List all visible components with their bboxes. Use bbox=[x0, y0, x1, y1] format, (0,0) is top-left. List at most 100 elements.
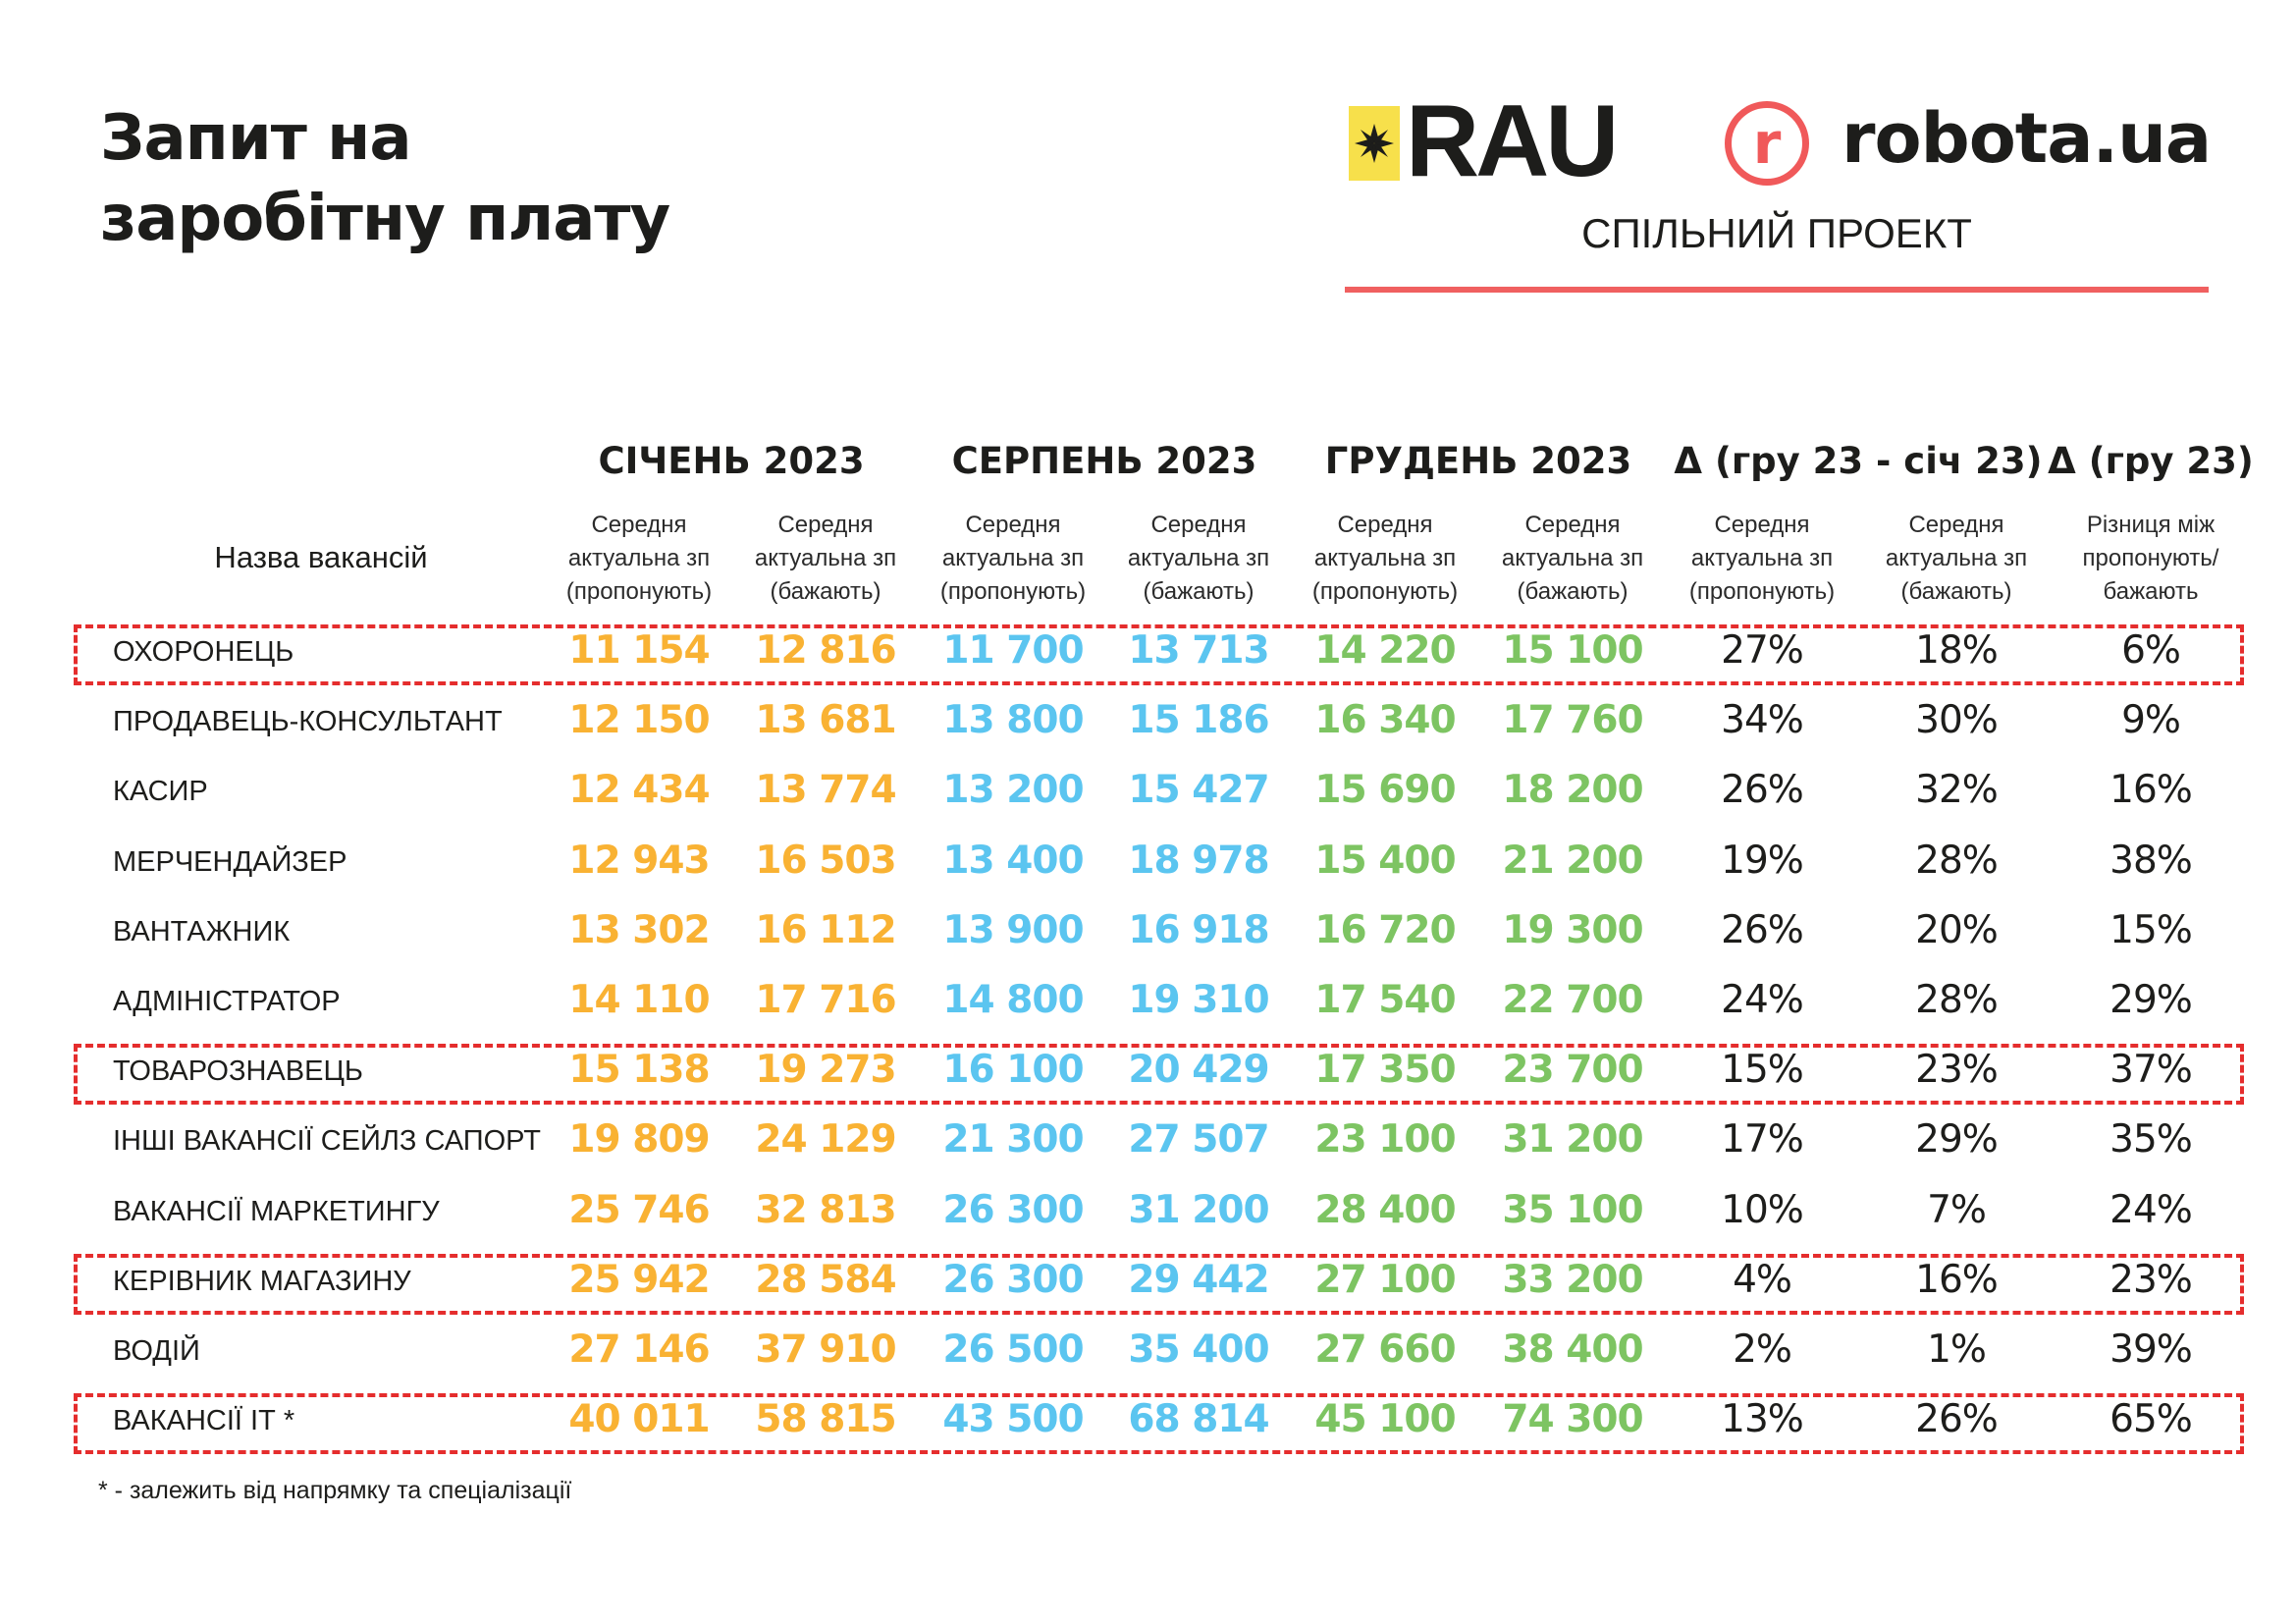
table-cell: 43 500 bbox=[942, 1397, 1084, 1442]
subheader-line: (бажають) bbox=[1900, 578, 2012, 605]
table-cell: 13% bbox=[1721, 1397, 1804, 1442]
subheader-line: пропонують/ bbox=[2082, 545, 2219, 571]
subheader-line: актуальна зп bbox=[1885, 545, 2028, 571]
group-header: СІЧЕНЬ 2023 bbox=[598, 440, 865, 482]
table-cell: 19 310 bbox=[1128, 978, 1269, 1022]
table-cell: 16 503 bbox=[755, 838, 896, 883]
table-cell: 13 774 bbox=[755, 768, 896, 813]
table-cell: 39% bbox=[2109, 1327, 2193, 1372]
table-cell: 27 507 bbox=[1128, 1117, 1269, 1163]
table-cell: 13 800 bbox=[942, 698, 1084, 743]
subheader-line: (пропонують) bbox=[1688, 578, 1836, 605]
table-cell: 27 146 bbox=[568, 1327, 710, 1372]
subheader-line: Різниця між bbox=[2086, 512, 2216, 538]
table-cell: 28 584 bbox=[755, 1257, 896, 1302]
table-cell: 40 011 bbox=[568, 1397, 710, 1442]
table-cell: 6% bbox=[2121, 628, 2181, 673]
highlight-box bbox=[74, 624, 2244, 685]
table-cell: 26 300 bbox=[942, 1187, 1084, 1232]
subheader-line: актуальна зп bbox=[567, 545, 711, 571]
table-cell: 37% bbox=[2109, 1048, 2193, 1093]
vacancy-name: КАСИР bbox=[113, 776, 208, 808]
table-cell: 19 273 bbox=[755, 1048, 896, 1093]
table-cell: 13 900 bbox=[942, 907, 1084, 952]
column-subheader: Середня актуальна зп (бажають) bbox=[1502, 509, 1643, 609]
group-header: СЕРПЕНЬ 2023 bbox=[951, 440, 1257, 482]
table-cell: 13 302 bbox=[568, 907, 710, 952]
joint-project-label: СПІЛЬНИЙ ПРОЕКТ bbox=[1581, 210, 1972, 256]
subheader-line: (пропонують) bbox=[1311, 578, 1459, 605]
vacancy-name: ВАКАНСІЇ ІТ * bbox=[113, 1405, 295, 1437]
table-cell: 37 910 bbox=[755, 1327, 896, 1372]
subheader-line: Середня bbox=[1908, 512, 2004, 538]
table-row: ПРОДАВЕЦЬ-КОНСУЛЬТАНТ 12 150 13 681 13 800 1… bbox=[0, 690, 2296, 760]
vacancy-name: ОХОРОНЕЦЬ bbox=[113, 636, 294, 668]
table-row: ВАНТАЖНИК 13 302 16 112 13 900 16 918 16 720 1… bbox=[0, 900, 2296, 970]
table-cell: 65% bbox=[2109, 1397, 2193, 1442]
rau-logo: RAU bbox=[1406, 84, 1619, 198]
table-cell: 15 138 bbox=[568, 1048, 710, 1093]
table-cell: 35 100 bbox=[1502, 1187, 1643, 1232]
table-cell: 15% bbox=[1721, 1048, 1804, 1093]
table-cell: 21 300 bbox=[942, 1117, 1084, 1163]
table-cell: 17 716 bbox=[755, 978, 896, 1022]
table-cell: 16% bbox=[1915, 1257, 1999, 1302]
rau-star-logo-icon bbox=[1349, 106, 1400, 181]
subheader-line: Середня bbox=[1714, 512, 1810, 538]
subheader-line: (бажають) bbox=[770, 578, 881, 605]
table-cell: 29 442 bbox=[1128, 1257, 1269, 1302]
table-cell: 12 434 bbox=[568, 768, 710, 813]
vacancy-name: ТОВАРОЗНАВЕЦЬ bbox=[113, 1056, 363, 1088]
highlight-box bbox=[74, 1253, 2244, 1315]
group-header: Δ (гру 23) bbox=[2048, 440, 2254, 482]
vacancy-name: ВАКАНСІЇ МАРКЕТИНГУ bbox=[113, 1195, 440, 1227]
table-row: КЕРІВНИК МАГАЗИНУ 25 942 28 584 26 300 29 44… bbox=[0, 1250, 2296, 1320]
table-cell: 27 100 bbox=[1314, 1257, 1456, 1302]
table-cell: 31 200 bbox=[1128, 1187, 1269, 1232]
table-row: ТОВАРОЗНАВЕЦЬ 15 138 19 273 16 100 20 429 17 … bbox=[0, 1040, 2296, 1110]
vacancy-name: КЕРІВНИК МАГАЗИНУ bbox=[113, 1265, 411, 1297]
subheader-line: (бажають) bbox=[1517, 578, 1629, 605]
table-cell: 15 400 bbox=[1314, 838, 1456, 883]
table-cell: 9% bbox=[2121, 698, 2181, 743]
table-cell: 20 429 bbox=[1128, 1048, 1269, 1093]
subheader-line: Середня bbox=[1524, 512, 1621, 538]
table-cell: 34% bbox=[1721, 698, 1804, 743]
subheader-line: Середня bbox=[965, 512, 1061, 538]
table-cell: 12 943 bbox=[568, 838, 710, 883]
subheader-line: актуальна зп bbox=[1501, 545, 1644, 571]
table-cell: 10% bbox=[1721, 1187, 1804, 1232]
table-cell: 24 129 bbox=[755, 1117, 896, 1163]
subheader-line: Середня bbox=[777, 512, 874, 538]
vacancy-name-header: Назва вакансій bbox=[214, 540, 428, 574]
table-cell: 13 713 bbox=[1128, 628, 1269, 673]
table-cell: 32 813 bbox=[755, 1187, 896, 1232]
table-cell: 12 150 bbox=[568, 698, 710, 743]
table-cell: 20% bbox=[1915, 907, 1999, 952]
table-row: ВОДІЙ 27 146 37 910 26 500 35 400 27 660 38 40… bbox=[0, 1320, 2296, 1389]
table-cell: 16 112 bbox=[755, 907, 896, 952]
table-cell: 17 760 bbox=[1502, 698, 1643, 743]
subheader-line: актуальна зп bbox=[941, 545, 1085, 571]
table-cell: 23% bbox=[1915, 1048, 1999, 1093]
table-cell: 22 700 bbox=[1502, 978, 1643, 1022]
vacancy-name: ВОДІЙ bbox=[113, 1335, 200, 1367]
table-cell: 11 700 bbox=[942, 628, 1084, 673]
vacancy-name: ІНШІ ВАКАНСІЇ СЕЙЛЗ САПОРТ bbox=[113, 1125, 541, 1158]
table-cell: 15 186 bbox=[1128, 698, 1269, 743]
table-cell: 11 154 bbox=[568, 628, 710, 673]
table-row: МЕРЧЕНДАЙЗЕР 12 943 16 503 13 400 18 978 15 4… bbox=[0, 831, 2296, 900]
robota-mark: r bbox=[1752, 110, 1782, 177]
table-cell: 32% bbox=[1915, 768, 1999, 813]
table-cell: 16 100 bbox=[942, 1048, 1084, 1093]
column-subheader: Різниця між пропонують/бажають bbox=[2083, 509, 2219, 609]
group-header: ГРУДЕНЬ 2023 bbox=[1324, 440, 1632, 482]
table-cell: 28% bbox=[1915, 838, 1999, 883]
table-cell: 29% bbox=[1915, 1117, 1999, 1163]
table-cell: 16 340 bbox=[1314, 698, 1456, 743]
table-cell: 23 700 bbox=[1502, 1048, 1643, 1093]
table-cell: 68 814 bbox=[1128, 1397, 1269, 1442]
column-subheader: Середня актуальна зп (бажають) bbox=[1128, 509, 1269, 609]
table-cell: 26% bbox=[1721, 907, 1804, 952]
vacancy-name: ВАНТАЖНИК bbox=[113, 915, 291, 947]
